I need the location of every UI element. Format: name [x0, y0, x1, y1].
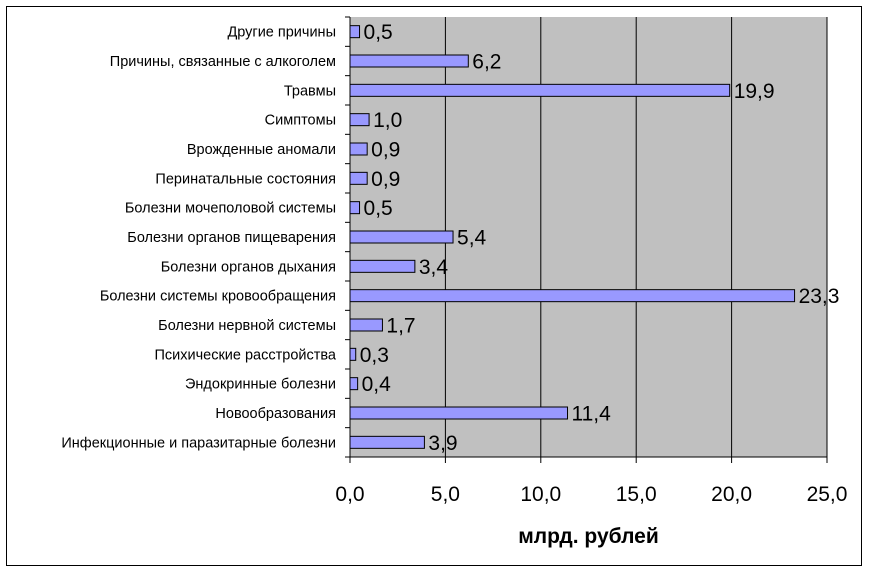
category-label: Травмы	[284, 83, 336, 99]
data-label: 5,4	[457, 227, 487, 250]
bar	[349, 54, 469, 68]
bar	[349, 318, 383, 332]
tick-labels: 0,0 5,0 10,0 15,0 20,0 25,0	[335, 483, 847, 506]
axes	[345, 16, 828, 463]
data-label: 3,4	[419, 256, 449, 279]
bar	[349, 113, 370, 127]
category-label: Болезни органов дыхания	[161, 259, 336, 275]
data-label: 0,9	[371, 139, 400, 162]
data-labels: 0,5 6,2 19,9 1,0 0,9 0,9 0,5 5,4 3,4 23,3 1,7 0,3 0,…	[360, 21, 840, 455]
category-label: Инфекционные и паразитарные болезни	[61, 435, 336, 451]
data-label: 23,3	[799, 285, 840, 308]
category-label: Психические расстройства	[154, 347, 336, 363]
data-label: 6,2	[472, 51, 501, 74]
category-label: Перинатальные состояния	[155, 171, 336, 187]
bar	[349, 201, 361, 215]
category-label: Болезни системы кровообращения	[100, 289, 336, 305]
bar	[349, 171, 368, 185]
category-label: Причины, связанные с алкоголем	[110, 54, 336, 70]
category-label: Врожденные аномали	[187, 142, 336, 158]
bar	[349, 406, 569, 420]
category-label: Новообразования	[215, 406, 336, 422]
x-tick-label: 25,0	[807, 483, 848, 506]
bar	[349, 435, 425, 449]
bar	[349, 25, 361, 39]
bars	[349, 25, 796, 449]
data-label: 0,5	[364, 197, 393, 220]
data-label: 0,5	[364, 21, 393, 44]
data-label: 1,7	[386, 315, 415, 338]
x-tick-label: 15,0	[616, 483, 657, 506]
data-label: 19,9	[734, 80, 775, 103]
bar	[349, 347, 357, 361]
bar	[349, 230, 454, 244]
bar	[349, 142, 368, 156]
category-label: Болезни мочеполовой системы	[125, 201, 336, 217]
x-tick-label: 10,0	[520, 483, 561, 506]
data-label: 1,0	[373, 109, 402, 132]
data-label: 3,9	[428, 432, 457, 455]
bar	[349, 289, 796, 303]
x-tick-label: 20,0	[711, 483, 752, 506]
category-label: Симптомы	[265, 113, 336, 129]
category-label: Эндокринные болезни	[185, 377, 336, 393]
data-label: 0,4	[362, 373, 392, 396]
category-labels: Другие причины Причины, связанные с алког…	[61, 25, 337, 452]
data-label: 11,4	[572, 403, 612, 426]
x-axis-title: млрд. рублей	[518, 525, 659, 548]
x-tick-label: 5,0	[431, 483, 460, 506]
x-tick-label: 0,0	[335, 483, 364, 506]
bar	[349, 377, 359, 391]
category-label: Болезни нервной системы	[158, 318, 336, 334]
data-label: 0,3	[360, 344, 389, 367]
data-label: 0,9	[371, 168, 400, 191]
bar	[349, 83, 731, 97]
category-label: Болезни органов пищеварения	[127, 230, 336, 246]
category-label: Другие причины	[227, 25, 336, 41]
bar	[349, 259, 416, 273]
